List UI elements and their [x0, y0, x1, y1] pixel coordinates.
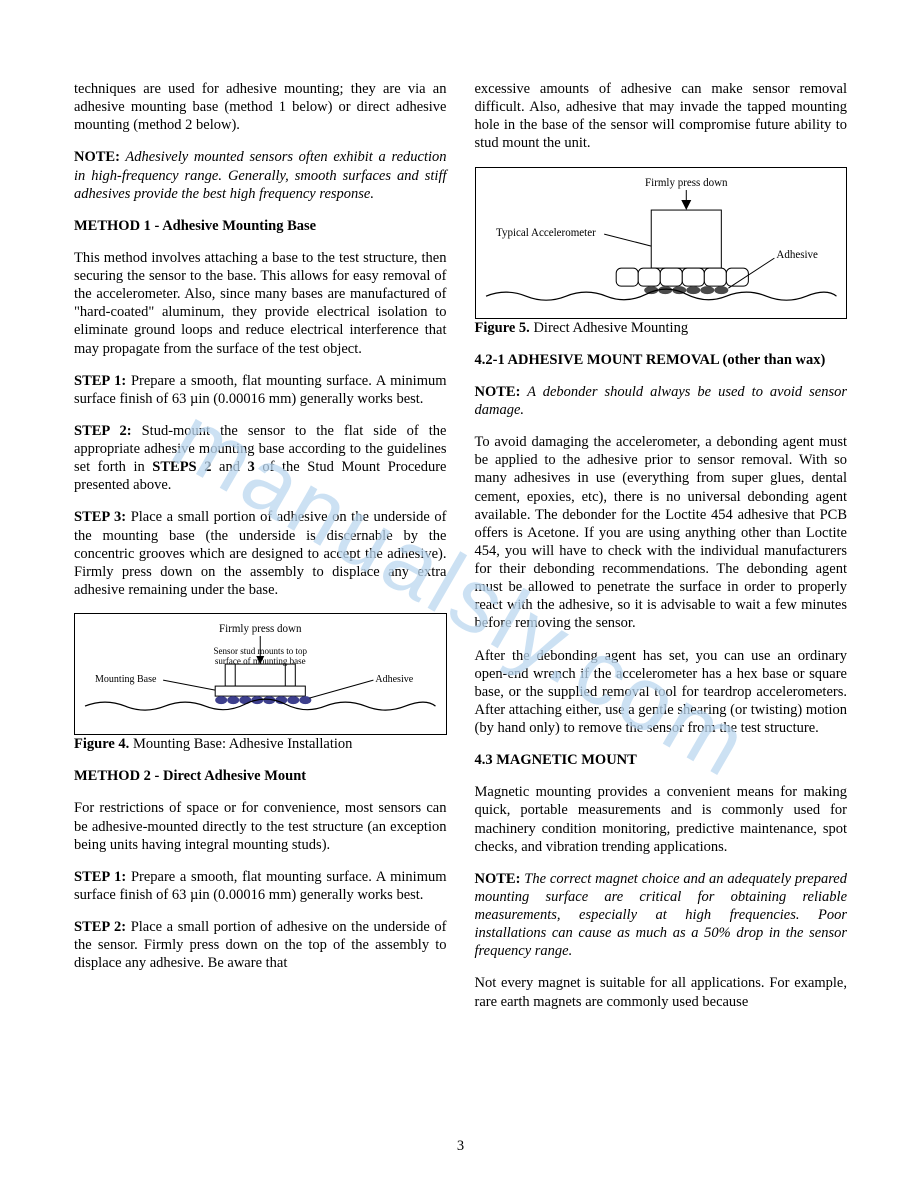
magnetic-p1: Magnetic mounting provides a convenient …	[475, 783, 848, 856]
figure-4-svg: Firmly press down	[75, 614, 446, 734]
intro-paragraph: techniques are used for adhesive mountin…	[74, 80, 447, 134]
step-1: STEP 1: Prepare a smooth, flat mounting …	[74, 372, 447, 408]
note-body: A debonder should always be used to avoi…	[475, 384, 848, 418]
fig4-top-label: Firmly press down	[219, 623, 302, 635]
method1-heading: METHOD 1 - Adhesive Mounting Base	[74, 217, 447, 235]
m2-step-2: STEP 2: Place a small portion of adhesiv…	[74, 918, 447, 972]
fig4-mid-label-2: surface of mounting base	[215, 656, 306, 666]
figure-4-caption: Figure 4. Mounting Base: Adhesive Instal…	[74, 735, 447, 753]
fig5-left-label: Typical Accelerometer	[496, 227, 596, 239]
right-p0: excessive amounts of adhesive can make s…	[475, 80, 848, 153]
step-body: Place a small portion of adhesive on the…	[74, 509, 447, 598]
page-number: 3	[0, 1138, 921, 1155]
two-column-body: techniques are used for adhesive mountin…	[74, 80, 847, 1011]
magnetic-p2: Not every magnet is suitable for all app…	[475, 974, 848, 1010]
note-body: The correct magnet choice and an adequat…	[475, 871, 848, 960]
fig5-right-label: Adhesive	[776, 249, 818, 261]
note-1: NOTE: Adhesively mounted sensors often e…	[74, 148, 447, 202]
step-label: STEP 1:	[74, 869, 126, 885]
fig4-left-label: Mounting Base	[95, 674, 157, 685]
debond-p1: To avoid damaging the accelerometer, a d…	[475, 433, 848, 632]
inline-bold: 3	[248, 459, 255, 475]
fig-caption-text: Mounting Base: Adhesive Installation	[129, 736, 352, 752]
figure-5-svg: Firmly press down	[476, 168, 847, 318]
note-body: Adhesively mounted sensors often exhibit…	[74, 149, 447, 201]
method1-paragraph: This method involves attaching a base to…	[74, 249, 447, 358]
page: manualsly.com techniques are used for ad…	[0, 0, 921, 1185]
method2-paragraph: For restrictions of space or for conveni…	[74, 799, 447, 853]
step-body: Prepare a smooth, flat mounting surface.…	[74, 373, 447, 407]
fig-label: Figure 5.	[475, 320, 530, 336]
debond-p2: After the debonding agent has set, you c…	[475, 647, 848, 738]
step-label: STEP 1:	[74, 373, 126, 389]
note-3: NOTE: The correct magnet choice and an a…	[475, 870, 848, 961]
figure-5-caption: Figure 5. Direct Adhesive Mounting	[475, 319, 848, 337]
section-43-heading: 4.3 MAGNETIC MOUNT	[475, 751, 848, 769]
m2-step-1: STEP 1: Prepare a smooth, flat mounting …	[74, 868, 447, 904]
inline-bold: STEPS 2	[152, 459, 211, 475]
note-label: NOTE:	[475, 871, 521, 887]
fig-caption-text: Direct Adhesive Mounting	[530, 320, 688, 336]
note-2: NOTE: A debonder should always be used t…	[475, 383, 848, 419]
step-label: STEP 2:	[74, 423, 132, 439]
fig-label: Figure 4.	[74, 736, 129, 752]
step-body: Place a small portion of adhesive on the…	[74, 919, 447, 971]
step-label: STEP 3:	[74, 509, 126, 525]
figure-5: Firmly press down	[475, 167, 848, 337]
fig4-mid-label-1: Sensor stud mounts to top	[213, 646, 307, 656]
adhesive-blobs	[215, 696, 311, 704]
section-421-heading: 4.2-1 ADHESIVE MOUNT REMOVAL (other than…	[475, 351, 848, 369]
step-label: STEP 2:	[74, 919, 126, 935]
note-label: NOTE:	[74, 149, 120, 165]
fig5-top-label: Firmly press down	[645, 177, 728, 189]
step-2: STEP 2: Stud-mount the sensor to the fla…	[74, 422, 447, 495]
step-body: Prepare a smooth, flat mounting surface.…	[74, 869, 447, 903]
step-3: STEP 3: Place a small portion of adhesiv…	[74, 508, 447, 599]
fig4-right-label: Adhesive	[375, 674, 413, 685]
figure-4: Firmly press down	[74, 613, 447, 753]
method2-heading: METHOD 2 - Direct Adhesive Mount	[74, 767, 447, 785]
step-body: and	[211, 459, 247, 475]
note-label: NOTE:	[475, 384, 521, 400]
